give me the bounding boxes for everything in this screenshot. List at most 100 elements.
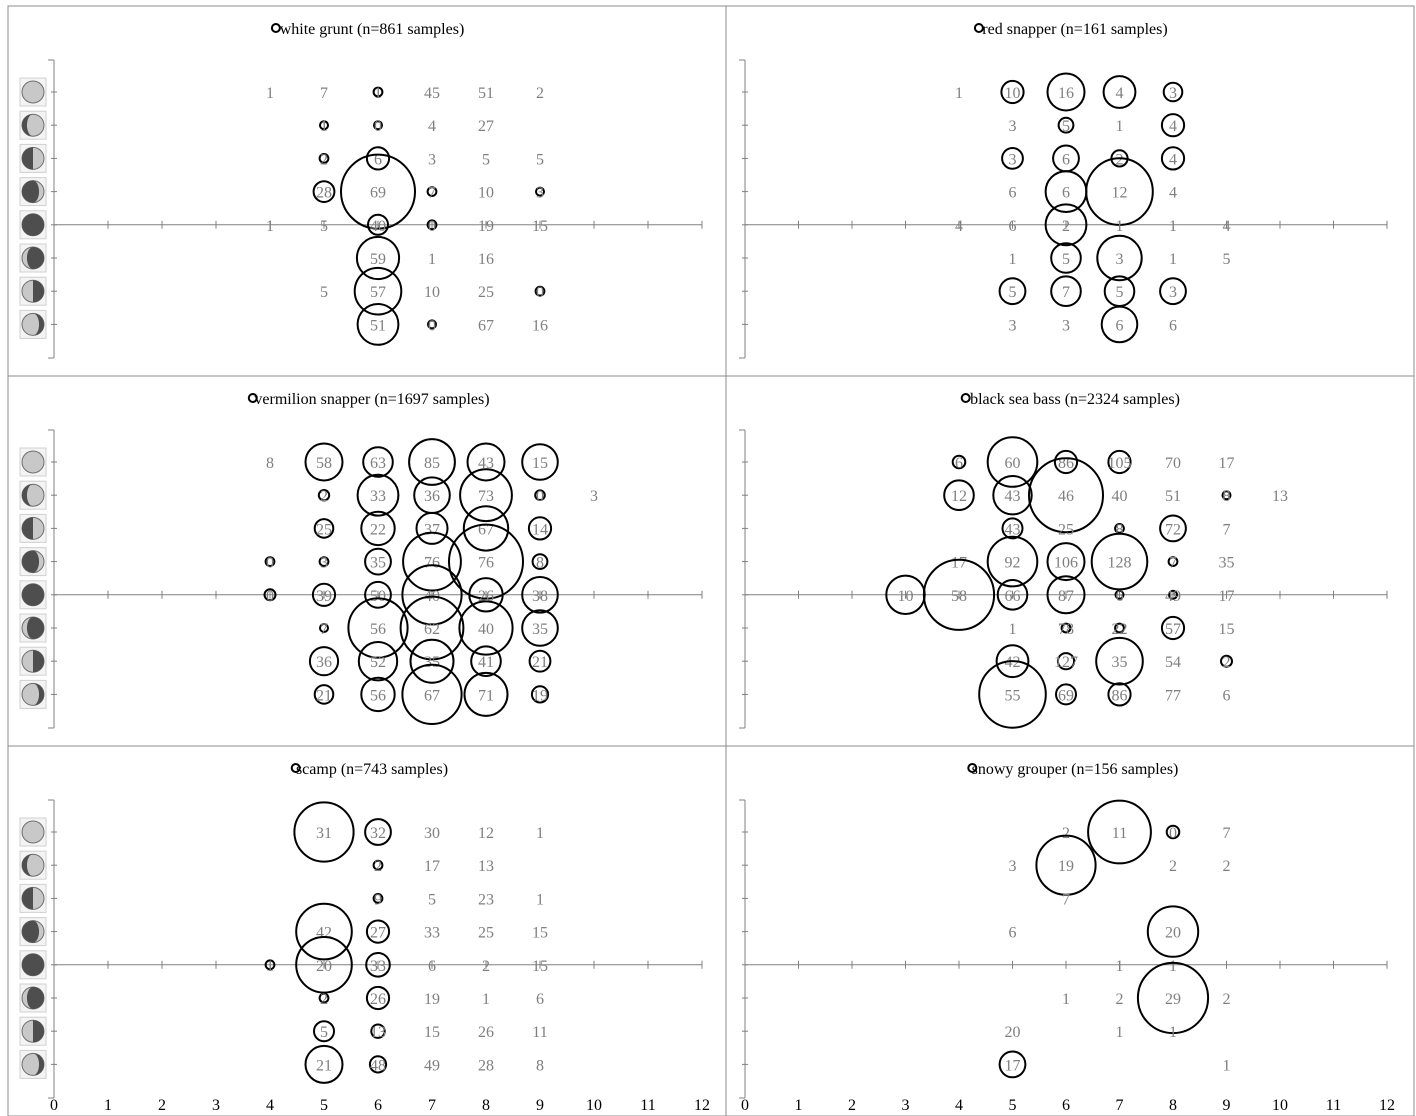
- data-label: 0: [428, 218, 436, 235]
- x-tick-label: 12: [694, 1097, 710, 1114]
- data-label: 8: [1223, 488, 1231, 505]
- data-bubble: [408, 438, 456, 486]
- data-label: 0: [536, 488, 544, 505]
- data-bubble: [1001, 517, 1024, 540]
- waning-gibbous-icon: [19, 480, 47, 510]
- data-label: 1: [955, 85, 963, 102]
- data-label: 2: [1223, 654, 1231, 671]
- data-label: 15: [1219, 621, 1235, 638]
- data-label: 1: [1169, 958, 1177, 975]
- data-bubble: [340, 153, 416, 230]
- x-tick-label: 11: [1326, 1097, 1341, 1114]
- data-bubble: [534, 489, 546, 502]
- data-label: 1: [536, 891, 544, 908]
- data-label: 67: [478, 317, 494, 334]
- data-label: 8: [536, 555, 544, 572]
- data-label: 22: [1112, 621, 1128, 638]
- waxing-gibbous-icon: [19, 1049, 47, 1079]
- data-label: 33: [370, 958, 386, 975]
- data-label: 7: [320, 85, 328, 102]
- data-label: 40: [370, 218, 386, 235]
- last-quarter-icon: [19, 883, 47, 913]
- data-label: 21: [532, 654, 548, 671]
- data-label: 29: [1165, 991, 1181, 1008]
- x-tick-label: 8: [482, 1097, 490, 1114]
- data-label: 19: [1058, 858, 1074, 875]
- data-label: 6: [1009, 925, 1017, 942]
- data-label: 10: [478, 185, 494, 202]
- data-label: 43: [1005, 488, 1021, 505]
- data-label: 1: [1009, 621, 1017, 638]
- data-label: 6: [1009, 185, 1017, 202]
- data-label: 28: [316, 185, 332, 202]
- data-label: 35: [424, 654, 440, 671]
- full-moon-icon: [19, 817, 47, 847]
- data-label: 2: [536, 85, 544, 102]
- data-label: 39: [316, 588, 332, 605]
- moon-shadow: [22, 114, 33, 137]
- data-label: 6: [1116, 588, 1124, 605]
- x-tick-label: 10: [1272, 1097, 1288, 1114]
- moon-disc: [21, 450, 45, 474]
- data-label: 12: [1112, 185, 1128, 202]
- data-label: 36: [424, 488, 440, 505]
- data-bubble: [313, 1020, 335, 1043]
- data-label: 2: [1223, 991, 1231, 1008]
- data-label: 63: [370, 455, 386, 472]
- data-bubble: [470, 645, 502, 678]
- waxing-gibbous-icon: [19, 679, 47, 709]
- data-bubble: [1000, 79, 1025, 105]
- data-label: 2: [320, 991, 328, 1008]
- data-label: 1: [1169, 251, 1177, 268]
- data-label: 1: [266, 85, 274, 102]
- data-label: 7: [320, 621, 328, 638]
- data-bubble: [304, 442, 344, 482]
- moon-shadow: [33, 1053, 44, 1076]
- data-bubble: [1146, 905, 1200, 958]
- data-bubble: [409, 638, 455, 684]
- waxing-gibbous-icon: [19, 309, 47, 339]
- data-label: 1: [1062, 991, 1070, 1008]
- data-label: 32: [370, 825, 386, 842]
- data-bubble: [998, 1050, 1027, 1079]
- data-bubble: [531, 553, 549, 570]
- data-label: 55: [1005, 687, 1021, 704]
- data-bubble: [1055, 683, 1077, 706]
- data-label: 27: [478, 118, 494, 135]
- data-label: 2: [320, 151, 328, 168]
- moon-shadow: [22, 550, 40, 573]
- data-label: 51: [1165, 488, 1181, 505]
- data-bubble: [319, 623, 329, 633]
- x-tick-label: 2: [848, 1097, 856, 1114]
- data-label: 6: [1223, 687, 1231, 704]
- data-bubble: [998, 277, 1027, 306]
- data-bubble: [264, 556, 276, 567]
- data-label: 23: [478, 891, 494, 908]
- data-bubble: [1165, 824, 1181, 840]
- data-bubble: [1160, 615, 1186, 641]
- data-bubble: [1028, 457, 1104, 534]
- data-label: 3: [320, 555, 328, 572]
- data-label: 28: [478, 1057, 494, 1074]
- moon-shadow: [22, 953, 44, 976]
- data-label: 0: [266, 555, 274, 572]
- data-bubble: [318, 992, 330, 1004]
- data-label: 48: [370, 1057, 386, 1074]
- first-quarter-icon: [19, 1016, 47, 1046]
- data-label: 25: [1058, 521, 1074, 538]
- data-label: 1: [320, 118, 328, 135]
- data-label: 1: [1116, 958, 1124, 975]
- data-bubble: [986, 436, 1039, 488]
- data-label: 13: [1272, 488, 1288, 505]
- new-moon-icon: [19, 950, 47, 980]
- data-bubble: [365, 952, 391, 978]
- data-bubble: [317, 489, 331, 502]
- data-bubble: [427, 319, 437, 330]
- x-tick-label: 5: [1009, 1097, 1017, 1114]
- chart-panels: white grunt (n=861 samples)1 7 1 45 51 21 0 4 27…: [7, 5, 1415, 1116]
- data-label: 33: [370, 488, 386, 505]
- data-label: 40: [1112, 488, 1128, 505]
- data-label: 43: [478, 455, 494, 472]
- data-label: 5: [1062, 118, 1070, 135]
- data-label: 0: [1169, 825, 1177, 842]
